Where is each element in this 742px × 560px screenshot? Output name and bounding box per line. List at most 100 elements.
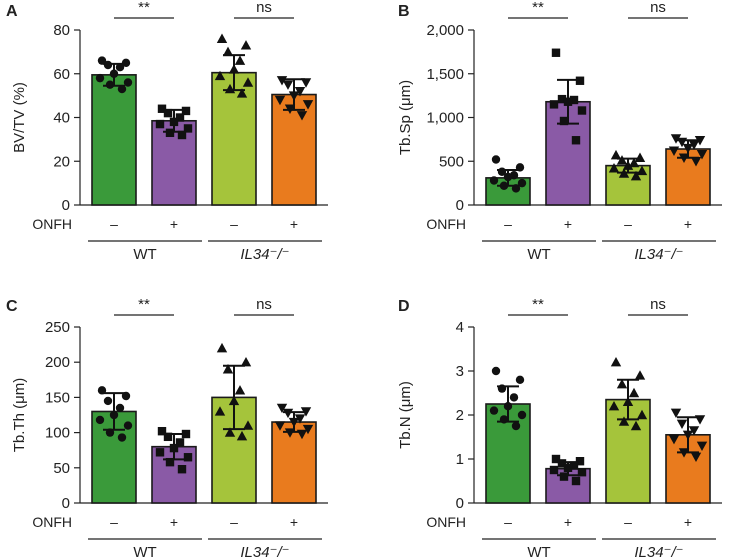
data-point: [276, 403, 288, 414]
data-point: [622, 160, 634, 170]
data-point: [575, 457, 585, 466]
data-point: [296, 429, 308, 440]
data-point: [302, 100, 314, 110]
panel-a: A 0 20 40 60 80 BV/TV (%) ** ns ONFH – + – + WT IL34⁻/⁻: [6, 0, 328, 263]
data-point: [577, 106, 587, 115]
data-point: [634, 370, 646, 380]
data-point: [676, 419, 688, 429]
condition-mark: +: [564, 514, 572, 530]
condition-mark: +: [170, 216, 178, 232]
data-point: [242, 420, 254, 430]
data-point: [618, 168, 630, 178]
data-point: [163, 432, 173, 442]
group-label: IL34⁻/⁻: [634, 544, 683, 560]
data-point: [616, 155, 628, 165]
significance-label: **: [138, 0, 150, 16]
condition-label: ONFH: [426, 216, 466, 232]
panel-c: C 0 50 100 150 200 250 Tb.Th (μm) ** ns ONFH – + – + WT…: [6, 296, 328, 560]
data-point: [497, 384, 507, 393]
data-point: [214, 70, 226, 81]
panel-b: B 0 500 1,000 1,500 2,000 Tb.Sp (μm) ** ns ONFH – +…: [397, 0, 722, 263]
data-point: [294, 414, 306, 424]
data-point: [177, 465, 187, 474]
data-point: [157, 426, 167, 436]
data-point: [165, 128, 175, 138]
data-point: [288, 417, 300, 428]
data-point: [240, 357, 252, 367]
y-tick-label: 60: [53, 66, 70, 83]
data-point: [571, 476, 581, 486]
data-point: [636, 165, 648, 176]
data-point: [608, 401, 620, 411]
data-point: [616, 379, 628, 389]
data-point: [696, 441, 708, 451]
data-point: [511, 421, 521, 431]
y-tick-label: 150: [45, 389, 70, 406]
data-point: [668, 146, 680, 156]
data-point: [690, 157, 702, 167]
condition-mark: +: [290, 514, 298, 530]
data-point: [284, 104, 296, 114]
condition-mark: +: [564, 216, 572, 232]
y-tick-label: 50: [53, 460, 70, 477]
data-point: [628, 387, 640, 398]
y-axis-label: Tb.Sp (μm): [397, 80, 414, 155]
group-label: IL34⁻/⁻: [240, 544, 289, 560]
condition-mark: –: [110, 216, 118, 232]
significance-label: **: [532, 0, 544, 16]
data-point: [294, 87, 306, 97]
condition-mark: +: [684, 216, 692, 232]
data-point: [628, 157, 640, 168]
data-point: [234, 55, 246, 65]
panel-letter: B: [398, 3, 410, 20]
group-label: IL34⁻/⁻: [634, 246, 683, 263]
data-point: [274, 421, 286, 431]
y-tick-label: 500: [439, 153, 464, 170]
data-point: [499, 181, 509, 190]
y-tick-label: 200: [45, 354, 70, 371]
y-axis-label: BV/TV (%): [11, 82, 28, 153]
data-point: [121, 58, 131, 68]
data-point: [175, 438, 185, 447]
data-point: [181, 106, 191, 116]
y-tick-label: 20: [53, 153, 70, 170]
condition-mark: –: [624, 216, 632, 232]
data-point: [296, 111, 308, 121]
data-point: [216, 342, 228, 353]
data-point: [610, 357, 622, 367]
data-point: [491, 366, 501, 376]
data-point: [489, 406, 499, 415]
data-point: [618, 416, 630, 426]
data-point: [155, 119, 165, 129]
data-point: [157, 104, 167, 113]
data-point: [563, 97, 573, 106]
condition-label: ONFH: [32, 216, 72, 232]
data-point: [688, 426, 700, 436]
y-tick-label: 250: [45, 319, 70, 336]
data-point: [634, 152, 646, 162]
data-point: [183, 124, 193, 133]
data-point: [682, 143, 694, 154]
data-point: [228, 64, 240, 74]
data-point: [169, 443, 179, 453]
data-point: [549, 100, 559, 109]
data-point: [115, 403, 125, 413]
panel-letter: A: [6, 3, 18, 20]
data-point: [517, 178, 527, 188]
data-point: [183, 453, 193, 462]
data-point: [95, 415, 105, 425]
data-point: [300, 407, 312, 417]
condition-mark: –: [110, 514, 118, 530]
condition-mark: +: [170, 514, 178, 530]
data-point: [302, 424, 314, 435]
condition-mark: –: [504, 216, 512, 232]
data-point: [503, 172, 513, 182]
data-point: [622, 396, 634, 406]
data-point: [97, 56, 107, 65]
data-point: [549, 465, 559, 475]
data-point: [222, 364, 234, 374]
y-tick-label: 0: [456, 495, 464, 512]
y-tick-label: 1,500: [426, 66, 464, 83]
data-point: [551, 454, 561, 464]
